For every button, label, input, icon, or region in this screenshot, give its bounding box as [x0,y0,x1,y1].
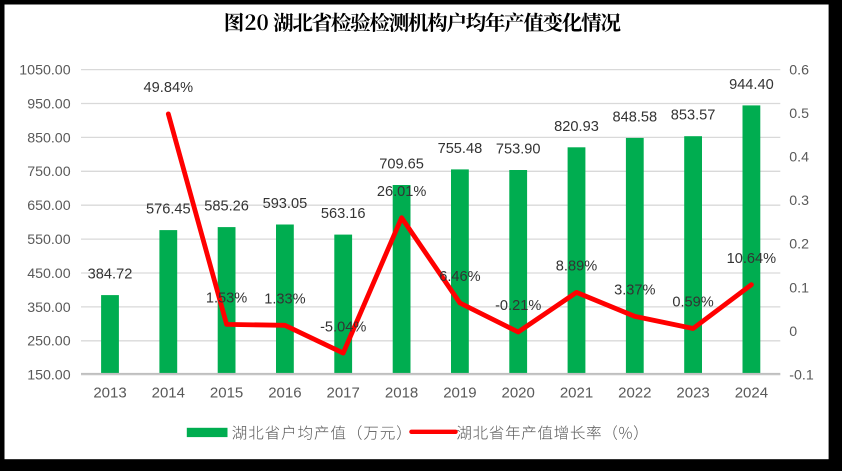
svg-text:563.16: 563.16 [321,206,366,222]
svg-text:8.89%: 8.89% [556,259,597,275]
svg-text:755.48: 755.48 [438,141,483,157]
svg-text:0.4: 0.4 [789,150,809,166]
svg-text:2020: 2020 [502,384,535,401]
svg-text:6.46%: 6.46% [439,269,480,285]
svg-text:0.2: 0.2 [789,237,809,253]
svg-text:0.6: 0.6 [789,62,809,78]
svg-text:150.00: 150.00 [27,368,71,384]
svg-text:2022: 2022 [618,384,651,401]
svg-text:650.00: 650.00 [27,198,71,214]
svg-text:2017: 2017 [327,384,360,401]
svg-text:750.00: 750.00 [27,164,71,180]
svg-text:2019: 2019 [443,384,476,401]
svg-text:3.37%: 3.37% [614,283,655,299]
svg-text:-0.21%: -0.21% [495,298,541,314]
svg-text:384.72: 384.72 [88,267,133,283]
svg-text:2023: 2023 [676,384,709,401]
svg-text:1050.00: 1050.00 [19,63,70,79]
svg-text:2021: 2021 [560,384,593,401]
svg-text:585.26: 585.26 [204,199,249,215]
svg-text:1.33%: 1.33% [264,292,305,308]
svg-text:-5.04%: -5.04% [320,319,366,335]
svg-text:2018: 2018 [385,384,418,401]
svg-text:0.1: 0.1 [789,280,809,296]
svg-text:0.3: 0.3 [789,193,809,209]
svg-text:0.59%: 0.59% [672,295,713,311]
svg-text:10.64%: 10.64% [727,251,777,267]
svg-text:850.00: 850.00 [27,130,71,146]
svg-text:250.00: 250.00 [27,334,71,350]
svg-text:576.45: 576.45 [146,202,191,218]
svg-text:820.93: 820.93 [554,119,599,135]
svg-text:450.00: 450.00 [27,266,71,282]
svg-text:1.53%: 1.53% [206,291,247,307]
svg-text:709.65: 709.65 [379,157,424,173]
svg-text:2014: 2014 [152,384,185,401]
svg-text:593.05: 593.05 [263,196,308,212]
svg-text:550.00: 550.00 [27,232,71,248]
svg-text:2013: 2013 [93,384,126,401]
svg-text:853.57: 853.57 [671,108,716,124]
svg-text:2024: 2024 [735,384,768,401]
svg-text:2015: 2015 [210,384,243,401]
svg-text:944.40: 944.40 [729,77,774,93]
svg-text:49.84%: 49.84% [144,80,194,96]
svg-text:350.00: 350.00 [27,300,71,316]
svg-text:950.00: 950.00 [27,96,71,112]
svg-text:848.58: 848.58 [612,109,657,125]
svg-text:0.5: 0.5 [789,106,809,122]
svg-text:0: 0 [789,324,797,340]
svg-text:753.90: 753.90 [496,142,541,158]
svg-text:-0.1: -0.1 [789,368,814,384]
svg-text:26.01%: 26.01% [377,184,427,200]
svg-text:2016: 2016 [268,384,301,401]
